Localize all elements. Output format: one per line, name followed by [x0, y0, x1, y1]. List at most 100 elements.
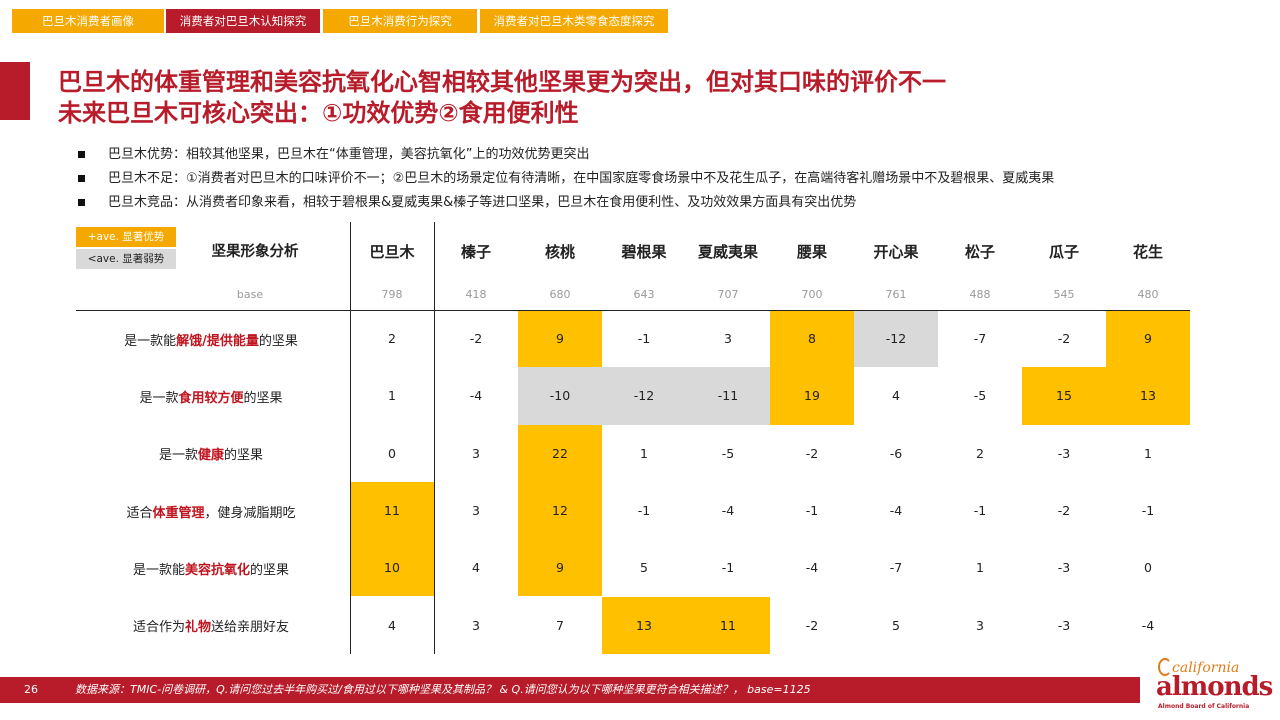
row-label: 是一款能美容抗氧化的坚果: [76, 559, 346, 578]
table-cell: 2: [388, 331, 396, 346]
table-cell: -1: [973, 502, 987, 518]
tab-consumption-behavior[interactable]: 巴旦木消费行为探究: [323, 9, 477, 33]
table-cell: 2: [976, 445, 984, 461]
table-cell: -2: [805, 617, 819, 633]
row-label-text: 是一款: [139, 390, 179, 406]
row-label-keyword: 美容抗氧化: [184, 562, 250, 578]
tab-consumer-portrait[interactable]: 巴旦木消费者画像: [12, 9, 164, 33]
column-header: 开心果: [873, 243, 919, 261]
table-cell: -2: [805, 445, 819, 461]
page-number: 26: [24, 683, 38, 696]
column-base: 480: [1137, 288, 1159, 301]
logo-almonds: almonds: [1156, 672, 1273, 702]
table-cell: 5: [892, 617, 900, 633]
column-header: 核桃: [544, 243, 575, 261]
bullet-item: 巴旦木竞品：从消费者印象来看，相较于碧根果&夏威夷果&榛子等进口坚果，巴旦木在食…: [78, 194, 1198, 218]
bullet-square-icon: [78, 175, 85, 182]
row-label-text: 适合作为: [132, 620, 185, 636]
table-cell: 11: [350, 481, 434, 540]
table-cell: -4: [805, 560, 819, 576]
table-cell: 13: [1106, 367, 1190, 425]
table-cell: 19: [770, 367, 854, 425]
column-divider: [434, 222, 435, 654]
row-label-text: ，健身减脂期吃: [204, 505, 296, 521]
row-label-text: 是一款能: [132, 562, 185, 578]
row-label-keyword: 解饿/提供能量: [176, 333, 259, 349]
table-cell: -11: [686, 367, 770, 425]
bullet-text: 巴旦木不足：①消费者对巴旦木的口味评价不一；②巴旦木的场景定位有待清晰，在中国家…: [108, 171, 1055, 186]
table-cell: -2: [469, 331, 483, 346]
column-header: 花生: [1132, 243, 1163, 261]
table-cell: 1: [388, 388, 396, 404]
table-cell: 9: [1106, 310, 1190, 368]
bullet-text: 巴旦木优势：相较其他坚果，巴旦木在“体重管理，美容抗氧化”上的功效优势更突出: [108, 147, 590, 162]
row-label-text: 的坚果: [243, 390, 283, 406]
table-cell: 9: [518, 539, 602, 597]
table-cell: -1: [637, 331, 651, 346]
column-header: 松子: [964, 243, 995, 261]
table-cell: 4: [472, 560, 480, 576]
column-base: 761: [885, 288, 907, 301]
key-findings-list: 巴旦木优势：相较其他坚果，巴旦木在“体重管理，美容抗氧化”上的功效优势更突出 巴…: [78, 146, 1198, 218]
bullet-item: 巴旦木不足：①消费者对巴旦木的口味评价不一；②巴旦木的场景定位有待清晰，在中国家…: [78, 170, 1198, 194]
table-cell: 3: [724, 331, 732, 346]
row-label-keyword: 健康: [197, 448, 224, 464]
column-header: 榛子: [460, 243, 491, 261]
logo-tagline: Almond Board of California: [1158, 703, 1250, 710]
bullet-text: 巴旦木竞品：从消费者印象来看，相较于碧根果&夏威夷果&榛子等进口坚果，巴旦木在食…: [108, 195, 857, 210]
data-source: 数据来源：TMIC-问卷调研，Q.请问您过去半年购买过/食用过以下哪种坚果及其制…: [75, 683, 811, 696]
column-base: 798: [381, 288, 403, 301]
table-cell: 1: [1144, 445, 1152, 461]
row-label-text: 是一款能: [124, 333, 177, 349]
table-cell: 10: [350, 539, 434, 597]
california-almonds-logo: california almonds Almond Board of Calif…: [1150, 656, 1273, 712]
table-cell: 5: [640, 560, 648, 576]
column-base: 418: [465, 288, 487, 301]
row-label: 是一款能解饿/提供能量的坚果: [76, 330, 346, 349]
row-label-text: 送给亲朋好友: [211, 620, 290, 636]
table-cell: 0: [388, 445, 396, 461]
row-label-text: 适合: [126, 505, 153, 521]
bullet-square-icon: [78, 199, 85, 206]
row-label: 适合体重管理，健身减脂期吃: [76, 502, 346, 521]
table-cell: 7: [556, 617, 564, 633]
column-header: 瓜子: [1048, 243, 1079, 261]
table-cell: -6: [889, 445, 903, 461]
bullet-square-icon: [78, 151, 85, 158]
footer-bar: 26 数据来源：TMIC-问卷调研，Q.请问您过去半年购买过/食用过以下哪种坚果…: [0, 677, 1140, 703]
table-title: 坚果形象分析: [211, 244, 299, 260]
row-label: 是一款食用较方便的坚果: [76, 387, 346, 406]
column-header: 夏威夷果: [697, 243, 758, 261]
table-cell: 22: [518, 424, 602, 482]
table-cell: -4: [469, 388, 483, 404]
column-base: 700: [801, 288, 823, 301]
column-base: 643: [633, 288, 655, 301]
table-cell: 1: [976, 560, 984, 576]
table-cell: 4: [388, 617, 396, 633]
table-cell: -3: [1057, 617, 1071, 633]
table-cell: 12: [518, 481, 602, 540]
column-header: 碧根果: [621, 243, 667, 261]
row-label-text: 的坚果: [258, 333, 298, 349]
table-cell: 1: [640, 445, 648, 461]
table-cell: -1: [1141, 502, 1155, 518]
table-cell: -2: [1057, 331, 1071, 346]
table-cell: -1: [637, 502, 651, 518]
column-base: 707: [717, 288, 739, 301]
table-cell: -7: [889, 560, 903, 576]
table-cell: -2: [1057, 502, 1071, 518]
table-cell: -4: [889, 502, 903, 518]
row-label: 适合作为礼物送给亲朋好友: [76, 616, 346, 635]
bullet-item: 巴旦木优势：相较其他坚果，巴旦木在“体重管理，美容抗氧化”上的功效优势更突出: [78, 146, 1198, 170]
logo-swirl-icon: [1158, 658, 1172, 676]
column-base: 488: [969, 288, 991, 301]
table-cell: -12: [854, 310, 938, 368]
table-cell: 4: [892, 388, 900, 404]
table-cell: -7: [973, 331, 987, 346]
row-label-keyword: 食用较方便: [178, 390, 244, 406]
page-title-line2: 未来巴旦木可核心突出：①功效优势②食用便利性: [58, 99, 579, 127]
tab-consumer-cognition[interactable]: 消费者对巴旦木认知探究: [166, 9, 320, 33]
column-divider: [350, 222, 351, 654]
table-cell: -5: [721, 445, 735, 461]
tab-snack-attitude[interactable]: 消费者对巴旦木类零食态度探究: [480, 9, 668, 33]
